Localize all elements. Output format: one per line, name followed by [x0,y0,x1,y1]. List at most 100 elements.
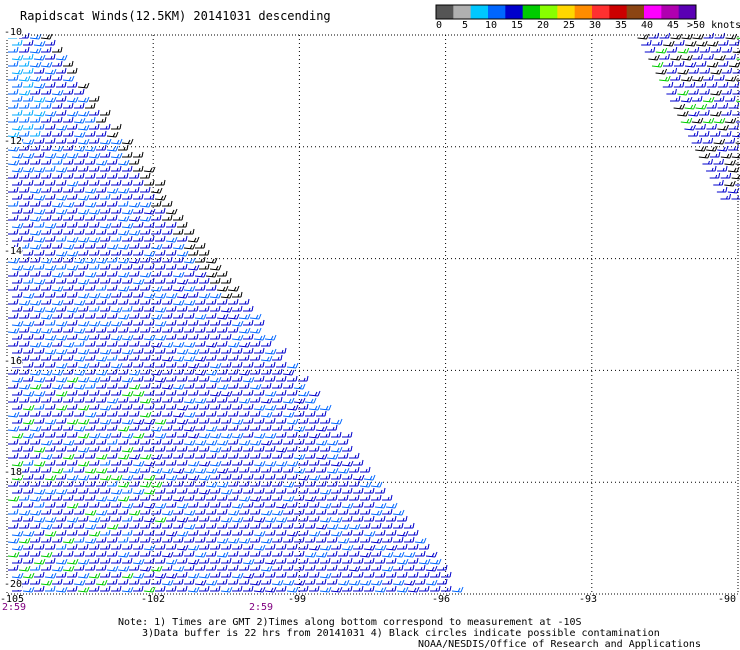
wind-barb [254,473,265,480]
wind-barb [139,453,152,460]
wind-barb [111,263,122,270]
wind-barb [239,354,250,361]
wind-barb [195,298,206,305]
wind-barb [89,249,100,256]
wind-barb [22,418,35,425]
wind-barb [272,522,283,529]
wind-barb [118,410,129,417]
wind-barb [67,81,78,88]
wind-barb [293,467,306,474]
wind-barb [331,557,342,564]
wind-barb [8,312,19,319]
wind-barb [132,558,145,565]
wind-barb [66,96,79,103]
wind-barb [221,459,232,466]
wind-barb [199,361,210,368]
wind-barb [128,383,141,390]
wind-barb [67,571,78,578]
wind-barb [78,515,89,522]
wind-barb [227,341,240,348]
wind-barb [385,502,398,509]
wind-barb [254,501,265,508]
wind-barb [44,474,57,481]
wind-barb [74,270,85,277]
wind-barb [166,515,177,522]
wind-barb [118,326,129,333]
wind-barb [118,382,129,389]
wind-barb [23,39,34,46]
wind-barb [29,495,42,502]
wind-barb [194,467,207,474]
wind-barb [243,585,254,592]
wind-barb [330,418,343,425]
wind-barb [63,88,74,95]
wind-barb [144,557,155,564]
legend-swatch [592,5,610,19]
wind-barb [728,144,739,151]
wind-barb [30,284,41,291]
wind-barb [8,284,19,291]
wind-barb [88,292,101,299]
wind-barb [55,54,68,61]
wind-barb [29,61,42,68]
wind-barb [716,186,728,193]
wind-barb [106,523,119,530]
wind-barb [338,452,349,459]
wind-barb [264,558,277,565]
wind-barb [66,502,79,509]
wind-barb [140,508,151,515]
wind-barb [107,536,118,543]
wind-barb [52,578,63,585]
wind-barb [326,439,339,446]
wind-barb [282,369,295,376]
wind-barb [238,341,251,348]
wind-barb [129,550,140,557]
wind-barb [217,508,228,515]
wind-barb [133,445,144,452]
legend-tick-label: 10 [485,20,498,31]
wind-barb [85,340,96,347]
wind-barb [265,417,276,424]
wind-barb [386,557,397,564]
wind-barb [283,508,294,515]
legend-swatch [488,5,506,19]
wind-barb [298,431,309,438]
wind-barb [77,446,90,453]
wind-barb [41,494,52,501]
wind-barb [710,46,722,53]
wind-barb [210,585,221,592]
wind-barb [195,480,206,487]
wind-barb [721,46,733,53]
wind-barb [52,396,63,403]
wind-barb [172,299,185,306]
wind-barb [52,60,63,67]
wind-barb [11,124,24,131]
wind-barb [23,333,34,340]
wind-barb [52,340,63,347]
wind-barb [117,551,130,558]
wind-barb [243,445,254,452]
wind-barb [724,117,737,124]
wind-barb [12,193,23,200]
wind-barb [11,54,24,61]
wind-barb [106,131,119,138]
wind-barb [209,376,222,383]
wind-barb [67,403,78,410]
wind-barb [41,144,52,151]
wind-barb [121,208,134,215]
wind-barb [231,418,244,425]
wind-barb [206,550,217,557]
wind-barb [155,235,166,242]
wind-barb [232,445,243,452]
wind-barb [209,362,222,369]
wind-barb [45,249,56,256]
wind-barb [210,543,221,550]
wind-barb [173,424,184,431]
wind-barb [425,565,438,572]
wind-barb [52,102,63,109]
wind-barb [12,109,23,116]
wind-barb [710,110,722,117]
wind-barb [415,578,426,585]
wind-barb [206,564,217,571]
wind-barb [84,509,97,516]
